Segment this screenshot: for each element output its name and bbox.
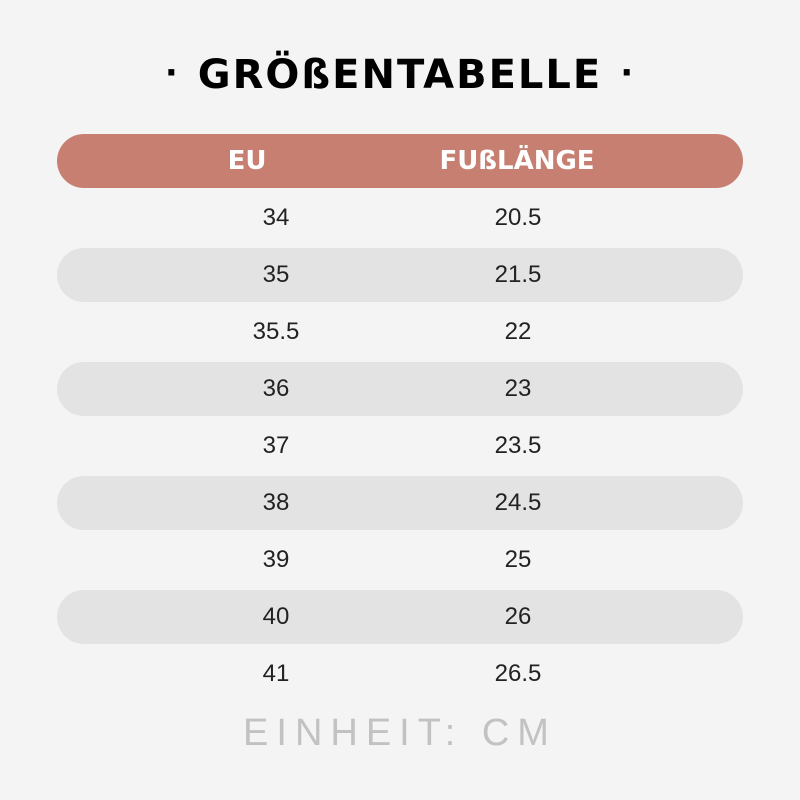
table-row: 35 21.5 xyxy=(57,248,743,302)
table-row: 36 23 xyxy=(57,362,743,416)
cell-eu: 35.5 xyxy=(252,318,300,345)
cell-foot-length: 20.5 xyxy=(494,204,542,231)
title-text: GRÖßENTABELLE xyxy=(197,52,603,98)
table-header: EU FUßLÄNGE xyxy=(57,134,743,188)
title-dot-left: · xyxy=(164,53,180,93)
table-row: 41 26.5 xyxy=(57,647,743,701)
cell-eu: 35 xyxy=(262,261,290,288)
cell-eu: 37 xyxy=(262,432,290,459)
title-dot-right: · xyxy=(620,53,636,93)
table-row: 39 25 xyxy=(57,533,743,587)
unit-note: EINHEIT: CM xyxy=(243,712,557,754)
cell-eu: 38 xyxy=(262,489,290,516)
cell-eu: 36 xyxy=(262,375,290,402)
table-row: 34 20.5 xyxy=(57,191,743,245)
cell-foot-length: 22 xyxy=(504,318,532,345)
cell-eu: 39 xyxy=(262,546,290,573)
cell-foot-length: 26.5 xyxy=(494,660,542,687)
cell-foot-length: 26 xyxy=(504,603,532,630)
header-eu: EU xyxy=(227,146,267,176)
cell-foot-length: 23 xyxy=(504,375,532,402)
table-row: 38 24.5 xyxy=(57,476,743,530)
table-row: 40 26 xyxy=(57,590,743,644)
table-row: 37 23.5 xyxy=(57,419,743,473)
size-table: 34 20.5 35 21.5 35.5 22 36 23 37 23.5 38… xyxy=(57,191,743,704)
cell-foot-length: 23.5 xyxy=(494,432,542,459)
header-foot-length: FUßLÄNGE xyxy=(439,146,595,176)
table-row: 35.5 22 xyxy=(57,305,743,359)
cell-eu: 34 xyxy=(262,204,290,231)
cell-eu: 40 xyxy=(262,603,290,630)
cell-foot-length: 24.5 xyxy=(494,489,542,516)
cell-eu: 41 xyxy=(262,660,290,687)
page-title: · GRÖßENTABELLE · xyxy=(0,50,800,100)
cell-foot-length: 21.5 xyxy=(494,261,542,288)
cell-foot-length: 25 xyxy=(504,546,532,573)
